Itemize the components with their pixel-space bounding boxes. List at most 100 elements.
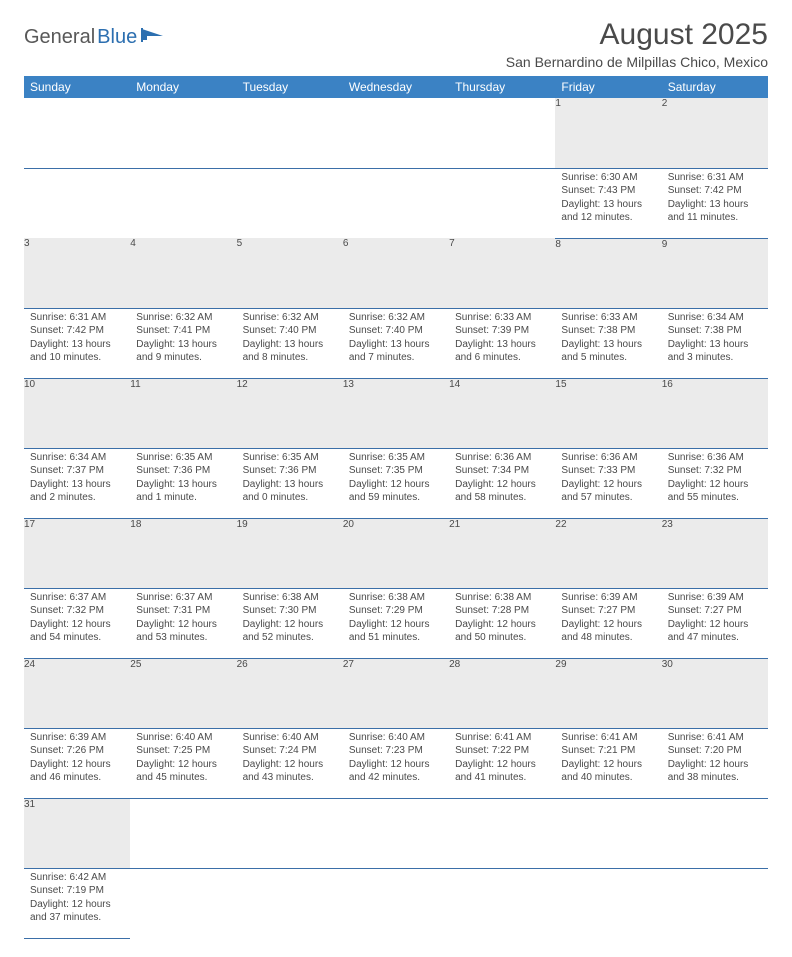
day-number-cell: 27 [343,658,449,728]
page: GeneralBlue August 2025 San Bernardino d… [0,0,792,957]
weekday-header: Monday [130,76,236,98]
day-cell: Sunrise: 6:34 AMSunset: 7:38 PMDaylight:… [662,308,768,378]
day-number-cell: 29 [555,658,661,728]
day-number-cell: 5 [237,238,343,308]
day-number-cell: 3 [24,238,130,308]
sunrise-line: Sunrise: 6:32 AM [136,311,230,325]
sunset-line: Sunset: 7:27 PM [668,604,762,618]
day-cell: Sunrise: 6:37 AMSunset: 7:32 PMDaylight:… [24,588,130,658]
day-cell-body: Sunrise: 6:34 AMSunset: 7:38 PMDaylight:… [662,309,768,369]
day-cell: Sunrise: 6:41 AMSunset: 7:21 PMDaylight:… [555,728,661,798]
daylight-line: Daylight: 12 hours and 51 minutes. [349,618,443,645]
day-cell: Sunrise: 6:38 AMSunset: 7:28 PMDaylight:… [449,588,555,658]
sunrise-line: Sunrise: 6:40 AM [243,731,337,745]
daylight-line: Daylight: 12 hours and 48 minutes. [561,618,655,645]
day-cell-body: Sunrise: 6:32 AMSunset: 7:41 PMDaylight:… [130,309,236,369]
day-number-cell: 24 [24,658,130,728]
daylight-line: Daylight: 12 hours and 47 minutes. [668,618,762,645]
sunset-line: Sunset: 7:35 PM [349,464,443,478]
daynum-row: 17181920212223 [24,518,768,588]
day-cell [237,168,343,238]
sunset-line: Sunset: 7:21 PM [561,744,655,758]
day-number-cell: 31 [24,798,130,868]
week-row: Sunrise: 6:30 AMSunset: 7:43 PMDaylight:… [24,168,768,238]
sunset-line: Sunset: 7:39 PM [455,324,549,338]
sunrise-line: Sunrise: 6:41 AM [455,731,549,745]
sunset-line: Sunset: 7:24 PM [243,744,337,758]
weekday-header: Thursday [449,76,555,98]
daynum-row: 3456789 [24,238,768,308]
day-cell-body: Sunrise: 6:41 AMSunset: 7:21 PMDaylight:… [555,729,661,789]
day-cell: Sunrise: 6:35 AMSunset: 7:35 PMDaylight:… [343,448,449,518]
daylight-line: Daylight: 13 hours and 12 minutes. [561,198,655,225]
sunset-line: Sunset: 7:30 PM [243,604,337,618]
daylight-line: Daylight: 13 hours and 7 minutes. [349,338,443,365]
sunset-line: Sunset: 7:23 PM [349,744,443,758]
weekday-header: Wednesday [343,76,449,98]
day-cell: Sunrise: 6:32 AMSunset: 7:41 PMDaylight:… [130,308,236,378]
day-cell: Sunrise: 6:38 AMSunset: 7:30 PMDaylight:… [237,588,343,658]
day-cell-body: Sunrise: 6:31 AMSunset: 7:42 PMDaylight:… [662,169,768,229]
daylight-line: Daylight: 12 hours and 57 minutes. [561,478,655,505]
day-number-cell [237,98,343,168]
day-cell: Sunrise: 6:30 AMSunset: 7:43 PMDaylight:… [555,168,661,238]
daynum-row: 12 [24,98,768,168]
day-number-cell [237,798,343,868]
flag-icon [141,26,167,49]
week-row: Sunrise: 6:31 AMSunset: 7:42 PMDaylight:… [24,308,768,378]
day-number-cell [24,98,130,168]
weekday-header: Tuesday [237,76,343,98]
day-number-cell: 23 [662,518,768,588]
day-cell: Sunrise: 6:42 AMSunset: 7:19 PMDaylight:… [24,868,130,938]
day-number-cell: 22 [555,518,661,588]
day-cell-body: Sunrise: 6:37 AMSunset: 7:31 PMDaylight:… [130,589,236,649]
sunrise-line: Sunrise: 6:35 AM [243,451,337,465]
day-cell [555,868,661,938]
day-cell-body: Sunrise: 6:35 AMSunset: 7:36 PMDaylight:… [237,449,343,509]
day-cell-body: Sunrise: 6:42 AMSunset: 7:19 PMDaylight:… [24,869,130,929]
sunset-line: Sunset: 7:40 PM [349,324,443,338]
header: GeneralBlue August 2025 San Bernardino d… [24,18,768,70]
daylight-line: Daylight: 13 hours and 5 minutes. [561,338,655,365]
day-number-cell: 8 [555,238,661,308]
sunrise-line: Sunrise: 6:40 AM [349,731,443,745]
day-cell: Sunrise: 6:39 AMSunset: 7:26 PMDaylight:… [24,728,130,798]
sunset-line: Sunset: 7:34 PM [455,464,549,478]
day-cell [343,168,449,238]
day-cell [130,868,236,938]
weekday-header: Saturday [662,76,768,98]
day-number-cell [449,98,555,168]
sunset-line: Sunset: 7:25 PM [136,744,230,758]
day-number-cell: 13 [343,378,449,448]
day-cell-body: Sunrise: 6:38 AMSunset: 7:29 PMDaylight:… [343,589,449,649]
day-cell: Sunrise: 6:37 AMSunset: 7:31 PMDaylight:… [130,588,236,658]
day-cell: Sunrise: 6:40 AMSunset: 7:23 PMDaylight:… [343,728,449,798]
day-cell-body: Sunrise: 6:33 AMSunset: 7:38 PMDaylight:… [555,309,661,369]
daylight-line: Daylight: 12 hours and 40 minutes. [561,758,655,785]
daylight-line: Daylight: 13 hours and 9 minutes. [136,338,230,365]
day-cell: Sunrise: 6:35 AMSunset: 7:36 PMDaylight:… [130,448,236,518]
day-cell-body: Sunrise: 6:35 AMSunset: 7:35 PMDaylight:… [343,449,449,509]
daylight-line: Daylight: 12 hours and 42 minutes. [349,758,443,785]
daynum-row: 31 [24,798,768,868]
daylight-line: Daylight: 13 hours and 2 minutes. [30,478,124,505]
day-number-cell: 14 [449,378,555,448]
day-number-cell [449,798,555,868]
day-number-cell: 25 [130,658,236,728]
day-cell: Sunrise: 6:36 AMSunset: 7:32 PMDaylight:… [662,448,768,518]
sunrise-line: Sunrise: 6:41 AM [668,731,762,745]
weekday-header-row: SundayMondayTuesdayWednesdayThursdayFrid… [24,76,768,98]
sunrise-line: Sunrise: 6:34 AM [668,311,762,325]
day-cell-body: Sunrise: 6:39 AMSunset: 7:26 PMDaylight:… [24,729,130,789]
day-cell [449,168,555,238]
sunset-line: Sunset: 7:26 PM [30,744,124,758]
day-number-cell: 9 [662,238,768,308]
day-cell-body: Sunrise: 6:37 AMSunset: 7:32 PMDaylight:… [24,589,130,649]
logo-text-1: General [24,26,95,49]
day-number-cell [130,98,236,168]
day-number-cell: 12 [237,378,343,448]
daylight-line: Daylight: 13 hours and 11 minutes. [668,198,762,225]
sunrise-line: Sunrise: 6:40 AM [136,731,230,745]
sunrise-line: Sunrise: 6:31 AM [668,171,762,185]
sunset-line: Sunset: 7:37 PM [30,464,124,478]
